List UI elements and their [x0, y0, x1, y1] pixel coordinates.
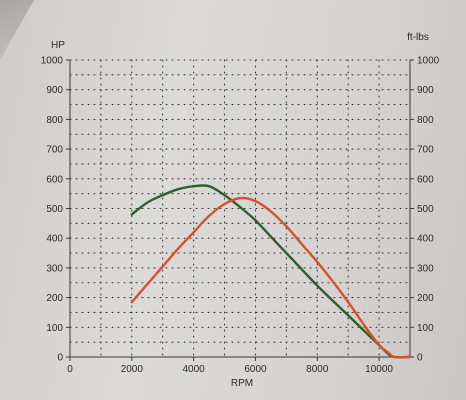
left-axis-title: HP — [51, 40, 65, 51]
right-tick-label: 300 — [417, 263, 434, 274]
x-tick-label: 10000 — [365, 364, 393, 375]
left-tick-label: 200 — [46, 293, 63, 304]
left-tick-label: 0 — [57, 353, 63, 364]
right-tick-label: 500 — [417, 204, 434, 215]
left-tick-label: 800 — [46, 115, 63, 126]
left-tick-label: 700 — [46, 145, 63, 156]
left-tick-label: 1000 — [41, 56, 64, 67]
left-tick-label: 900 — [46, 85, 63, 96]
right-tick-label: 200 — [417, 293, 434, 304]
right-axis-title: ft-lbs — [407, 32, 429, 43]
right-tick-label: 400 — [417, 234, 434, 245]
right-tick-label: 900 — [417, 85, 434, 96]
left-tick-label: 400 — [46, 234, 63, 245]
right-tick-label: 0 — [417, 353, 423, 364]
x-tick-label: 8000 — [306, 364, 329, 375]
x-axis-title: RPM — [231, 378, 253, 389]
left-tick-label: 100 — [46, 323, 63, 334]
x-tick-label: 2000 — [121, 364, 144, 375]
x-tick-label: 0 — [67, 364, 73, 375]
right-tick-label: 600 — [417, 174, 434, 185]
torque-curve-line — [130, 196, 412, 359]
left-tick-label: 300 — [46, 263, 63, 274]
right-tick-label: 800 — [417, 115, 434, 126]
x-tick-label: 6000 — [244, 364, 267, 375]
right-tick-label: 100 — [417, 323, 434, 334]
x-tick-label: 4000 — [183, 364, 206, 375]
right-tick-label: 700 — [417, 145, 434, 156]
left-tick-label: 600 — [46, 174, 63, 185]
series-lines — [130, 184, 412, 359]
axes — [66, 59, 414, 361]
right-tick-label: 1000 — [417, 56, 440, 67]
left-tick-label: 500 — [46, 204, 63, 215]
tick-labels: 0100200300400500600700800900100001002003… — [41, 56, 440, 376]
